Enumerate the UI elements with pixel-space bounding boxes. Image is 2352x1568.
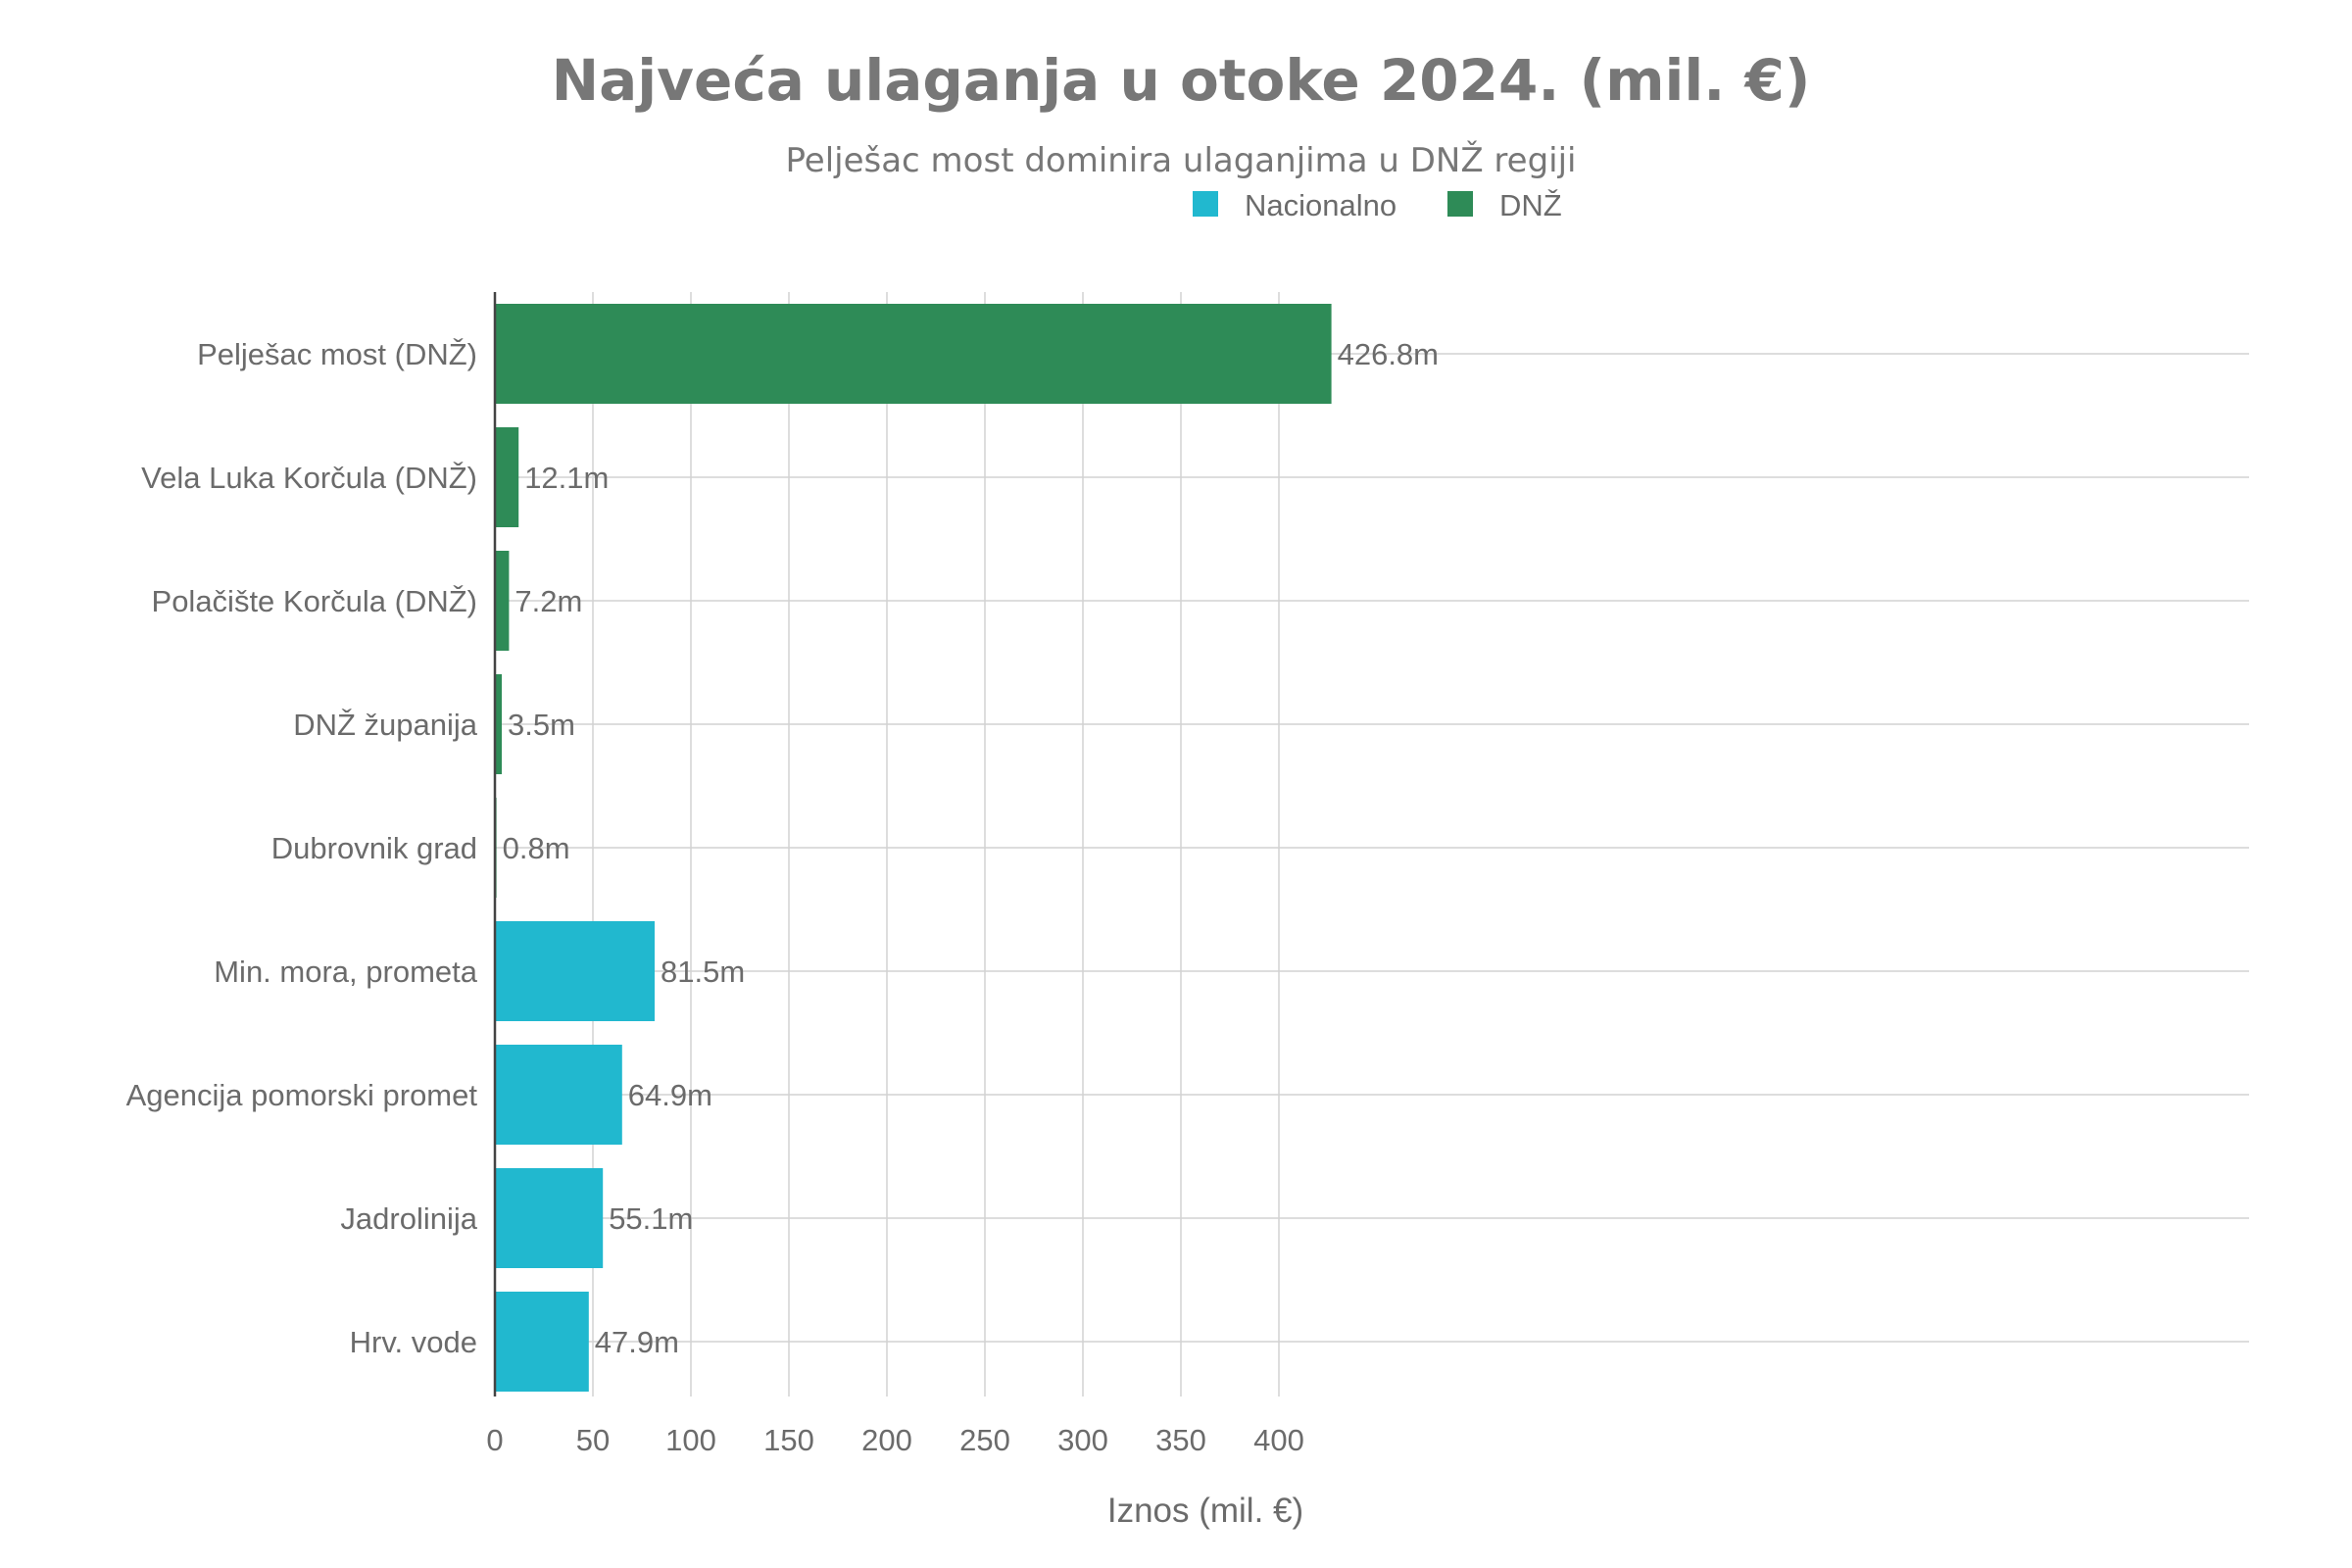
x-tick-label: 150 (763, 1423, 814, 1457)
bar (495, 551, 510, 651)
x-tick-label: 200 (861, 1423, 912, 1457)
bar-value-label: 3.5m (508, 708, 575, 742)
legend: Nacionalno DNŽ (1193, 188, 1562, 222)
bars (495, 304, 1332, 1392)
bar-value-label: 7.2m (514, 584, 582, 618)
category-label: DNŽ županija (293, 708, 478, 742)
category-label: Agencija pomorski promet (126, 1078, 478, 1112)
category-label: Dubrovnik grad (271, 831, 477, 865)
bar-value-label: 426.8m (1338, 337, 1439, 371)
bar-value-label: 47.9m (595, 1325, 679, 1359)
bar (495, 1045, 622, 1145)
category-label: Min. mora, prometa (214, 955, 478, 989)
x-tick-label: 400 (1253, 1423, 1304, 1457)
category-label: Vela Luka Korčula (DNŽ) (141, 461, 477, 495)
bar-value-label: 55.1m (609, 1201, 693, 1236)
bar-value-label: 81.5m (661, 955, 745, 989)
x-tick-label: 50 (576, 1423, 610, 1457)
category-labels: Pelješac most (DNŽ) Vela Luka Korčula (DN… (126, 337, 478, 1359)
chart-subtitle: Pelješac most dominira ulaganjima u DNŽ … (785, 140, 1576, 180)
gridlines (495, 292, 2249, 1396)
data-labels: 426.8m 12.1m 7.2m 3.5m 0.8m 81.5m 64.9m 55.1m 47… (503, 337, 1439, 1359)
bar-value-label: 12.1m (524, 461, 609, 495)
x-tick-label: 0 (486, 1423, 503, 1457)
legend-swatch-dnz (1447, 191, 1473, 217)
x-axis-title: Iznos (mil. €) (1107, 1492, 1303, 1530)
legend-label-nacionalno: Nacionalno (1245, 188, 1396, 222)
bar (495, 427, 519, 527)
bar-value-label: 64.9m (628, 1078, 712, 1112)
bar (495, 674, 502, 774)
bar-value-label: 0.8m (503, 831, 570, 865)
x-tick-label: 300 (1057, 1423, 1108, 1457)
bar (495, 1292, 589, 1392)
bar (495, 304, 1332, 404)
chart-title: Najveća ulaganja u otoke 2024. (mil. €) (552, 47, 1811, 114)
bar (495, 1168, 604, 1268)
category-label: Jadrolinija (340, 1201, 477, 1236)
x-axis-ticks: 0 50 100 150 200 250 300 350 400 (486, 1423, 1303, 1457)
category-label: Polačište Korčula (DNŽ) (152, 584, 477, 618)
x-tick-label: 350 (1155, 1423, 1206, 1457)
legend-label-dnz: DNŽ (1499, 188, 1562, 222)
legend-swatch-nacionalno (1193, 191, 1218, 217)
x-tick-label: 250 (959, 1423, 1010, 1457)
bar (495, 921, 655, 1021)
category-label: Hrv. vode (350, 1325, 477, 1359)
x-tick-label: 100 (665, 1423, 716, 1457)
category-label: Pelješac most (DNŽ) (197, 337, 477, 371)
